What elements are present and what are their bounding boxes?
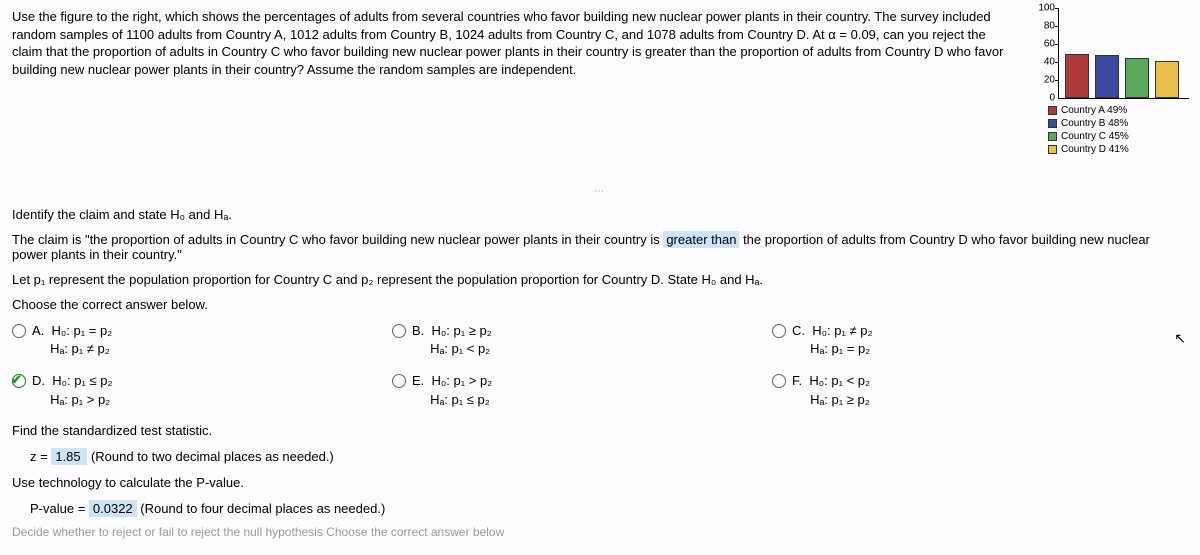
radio-c[interactable] <box>772 324 786 338</box>
p-heading: Use technology to calculate the P-value. <box>12 475 1188 490</box>
option-a[interactable]: A. H₀: p₁ = p₂ Hₐ: p₁ ≠ p₂ <box>12 322 392 358</box>
ytick-80: 80 <box>1044 21 1055 32</box>
ytick-100: 100 <box>1038 3 1055 14</box>
check-icon: ✔ <box>11 372 22 388</box>
legend-a: Country A 49% <box>1061 104 1127 117</box>
chart-legend: Country A 49% Country B 48% Country C 45… <box>1048 104 1188 156</box>
problem-statement: Use the figure to the right, which shows… <box>12 8 1006 78</box>
option-c[interactable]: C. H₀: p₁ ≠ p₂ Hₐ: p₁ = p₂ <box>772 322 1152 358</box>
z-label: z = <box>30 449 51 464</box>
separator-icon: ⋯ <box>12 186 1188 197</box>
radio-d[interactable]: ✔ <box>12 374 26 388</box>
option-f[interactable]: F. H₀: p₁ < p₂ Hₐ: p₁ ≥ p₂ <box>772 372 1152 408</box>
bar-chart: 100 80 60 40 20 0 <box>1038 8 1188 98</box>
p-input[interactable]: 0.0322 <box>89 500 137 517</box>
bar-country-a <box>1065 54 1089 98</box>
legend-b: Country B 48% <box>1061 117 1128 130</box>
radio-a[interactable] <box>12 324 26 338</box>
radio-f[interactable] <box>772 374 786 388</box>
ytick-0: 0 <box>1049 93 1055 104</box>
p-label: P-value = <box>30 501 89 516</box>
let-line: Let p₁ represent the population proporti… <box>12 272 1188 287</box>
option-b[interactable]: B. H₀: p₁ ≥ p₂ Hₐ: p₁ < p₂ <box>392 322 772 358</box>
bar-country-c <box>1125 58 1149 99</box>
chart-panel: 100 80 60 40 20 0 Country A 49% Country … <box>1018 8 1188 156</box>
answer-options: A. H₀: p₁ = p₂ Hₐ: p₁ ≠ p₂ B. H₀: p₁ ≥ p… <box>12 322 1188 409</box>
identify-heading: Identify the claim and state H₀ and Hₐ. <box>12 207 1188 222</box>
option-d[interactable]: ✔ D. H₀: p₁ ≤ p₂ Hₐ: p₁ > p₂ <box>12 372 392 408</box>
claim-line: The claim is "the proportion of adults i… <box>12 232 1188 262</box>
claim-pre: The claim is "the proportion of adults i… <box>12 232 663 247</box>
radio-b[interactable] <box>392 324 406 338</box>
option-e[interactable]: E. H₀: p₁ > p₂ Hₐ: p₁ ≤ p₂ <box>392 372 772 408</box>
bar-country-d <box>1155 61 1179 98</box>
bar-country-b <box>1095 55 1119 98</box>
choose-line: Choose the correct answer below. <box>12 297 1188 312</box>
ytick-20: 20 <box>1044 75 1055 86</box>
z-note: (Round to two decimal places as needed.) <box>91 449 334 464</box>
legend-d: Country D 41% <box>1061 143 1129 156</box>
ytick-60: 60 <box>1044 39 1055 50</box>
radio-e[interactable] <box>392 374 406 388</box>
cutoff-text: Decide whether to reject or fail to reje… <box>12 525 1188 539</box>
p-note: (Round to four decimal places as needed.… <box>140 501 385 516</box>
claim-fill-dropdown[interactable]: greater than <box>663 231 739 248</box>
z-input[interactable]: 1.85 <box>51 448 87 465</box>
legend-c: Country C 45% <box>1061 130 1129 143</box>
stat-heading: Find the standardized test statistic. <box>12 423 1188 438</box>
cursor-icon: ↖ <box>1174 330 1186 347</box>
ytick-40: 40 <box>1044 57 1055 68</box>
